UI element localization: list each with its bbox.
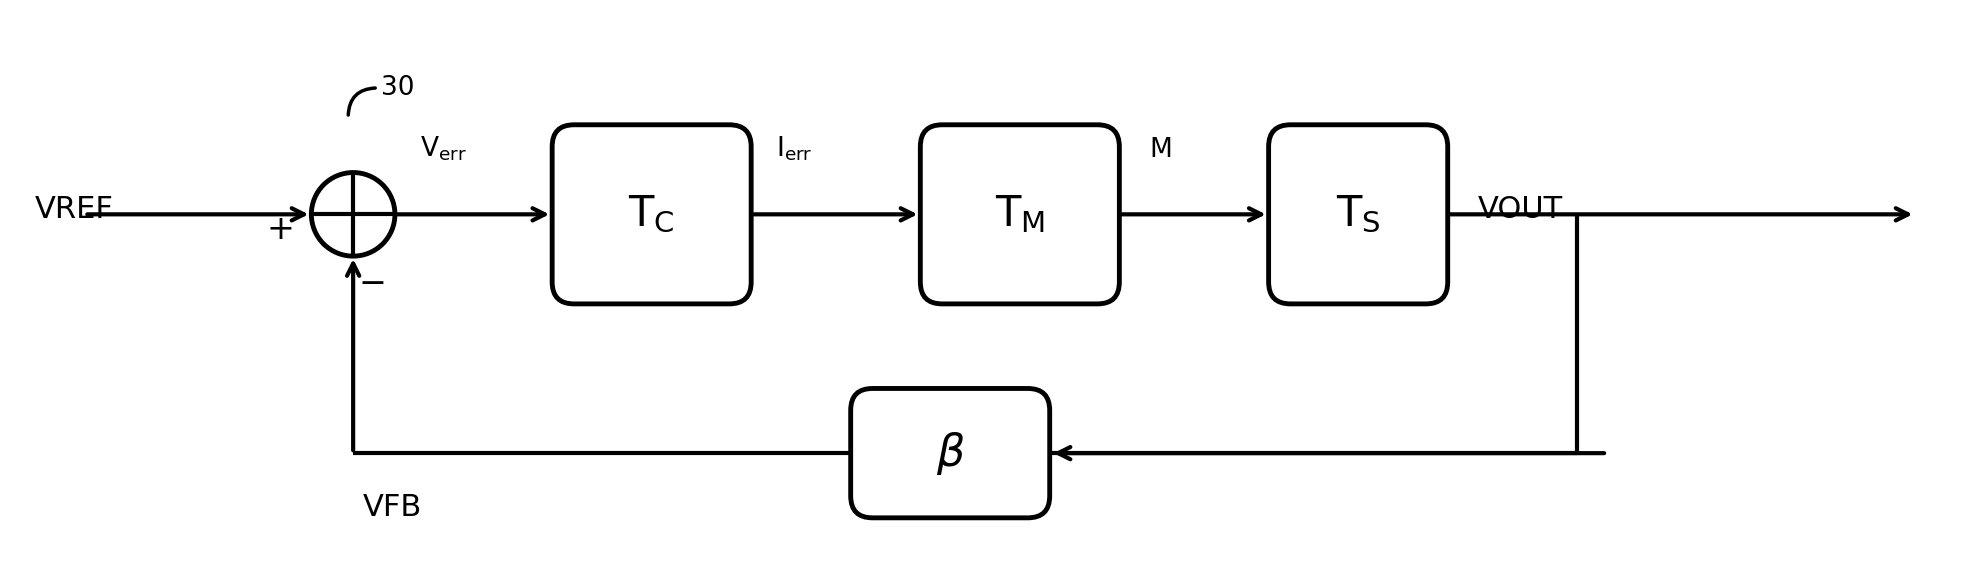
Text: 30: 30 xyxy=(382,75,415,101)
Text: $\rm I_{err}$: $\rm I_{err}$ xyxy=(777,134,813,162)
FancyBboxPatch shape xyxy=(850,389,1050,518)
FancyBboxPatch shape xyxy=(552,125,751,304)
Text: $\rm T_C$: $\rm T_C$ xyxy=(629,193,674,235)
Text: $\rm T_S$: $\rm T_S$ xyxy=(1336,193,1380,235)
Text: VREF: VREF xyxy=(36,195,113,224)
Text: M: M xyxy=(1149,136,1172,162)
Text: VOUT: VOUT xyxy=(1477,195,1562,224)
FancyBboxPatch shape xyxy=(921,125,1119,304)
Text: VFB: VFB xyxy=(364,494,423,522)
Text: $\rm V_{err}$: $\rm V_{err}$ xyxy=(419,134,467,162)
FancyBboxPatch shape xyxy=(1269,125,1447,304)
Text: +: + xyxy=(267,213,295,246)
Text: $\rm T_M$: $\rm T_M$ xyxy=(994,193,1046,235)
Text: −: − xyxy=(358,267,386,301)
Text: $\beta$: $\beta$ xyxy=(935,430,965,477)
